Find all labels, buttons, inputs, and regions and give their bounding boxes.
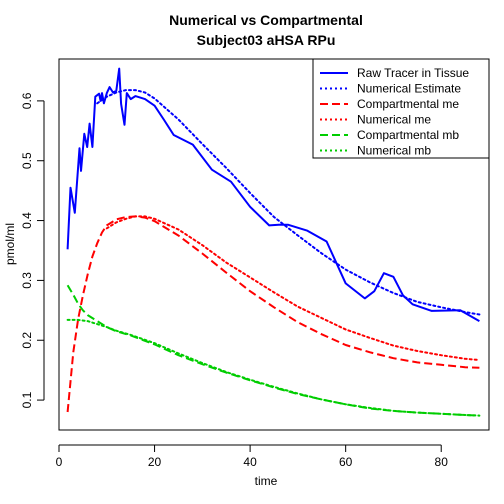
y-tick-label: 0.4 bbox=[20, 212, 34, 229]
series-line-1 bbox=[66, 67, 480, 322]
y-axis: 0.1 0.2 0.3 0.4 0.5 0.6 bbox=[20, 92, 45, 408]
x-tick-label: 40 bbox=[243, 455, 257, 469]
series-line-6 bbox=[66, 318, 481, 417]
x-tick-label: 80 bbox=[435, 455, 449, 469]
y-tick-label: 0.5 bbox=[20, 152, 34, 169]
series-line-4 bbox=[105, 215, 481, 361]
legend-box bbox=[312, 58, 490, 159]
legend-label: Numerical Estimate bbox=[357, 82, 461, 96]
x-tick-label: 60 bbox=[339, 455, 353, 469]
y-tick-label: 0.6 bbox=[20, 92, 34, 109]
y-axis-label: pmol/ml bbox=[3, 223, 17, 265]
series-line-3 bbox=[66, 215, 480, 413]
plot-frame bbox=[58, 58, 490, 431]
legend-label: Numerical me bbox=[357, 113, 431, 127]
x-tick-label: 20 bbox=[148, 455, 162, 469]
series-layer bbox=[66, 67, 481, 417]
x-axis-label: time bbox=[255, 474, 278, 488]
legend-label: Compartmental me bbox=[357, 97, 459, 111]
y-tick-label: 0.3 bbox=[20, 272, 34, 289]
series-line-2 bbox=[96, 89, 481, 316]
legend-label: Raw Tracer in Tissue bbox=[357, 66, 469, 80]
legend-label: Compartmental mb bbox=[357, 128, 459, 142]
x-tick-label: 0 bbox=[56, 455, 63, 469]
chart-title: Numerical vs Compartmental bbox=[169, 12, 363, 28]
y-tick-label: 0.1 bbox=[20, 391, 34, 408]
legend-label: Numerical mb bbox=[357, 144, 431, 158]
chart-subtitle: Subject03 aHSA RPu bbox=[197, 32, 336, 48]
x-axis: 0 20 40 60 80 bbox=[56, 444, 449, 469]
y-tick-label: 0.2 bbox=[20, 332, 34, 349]
